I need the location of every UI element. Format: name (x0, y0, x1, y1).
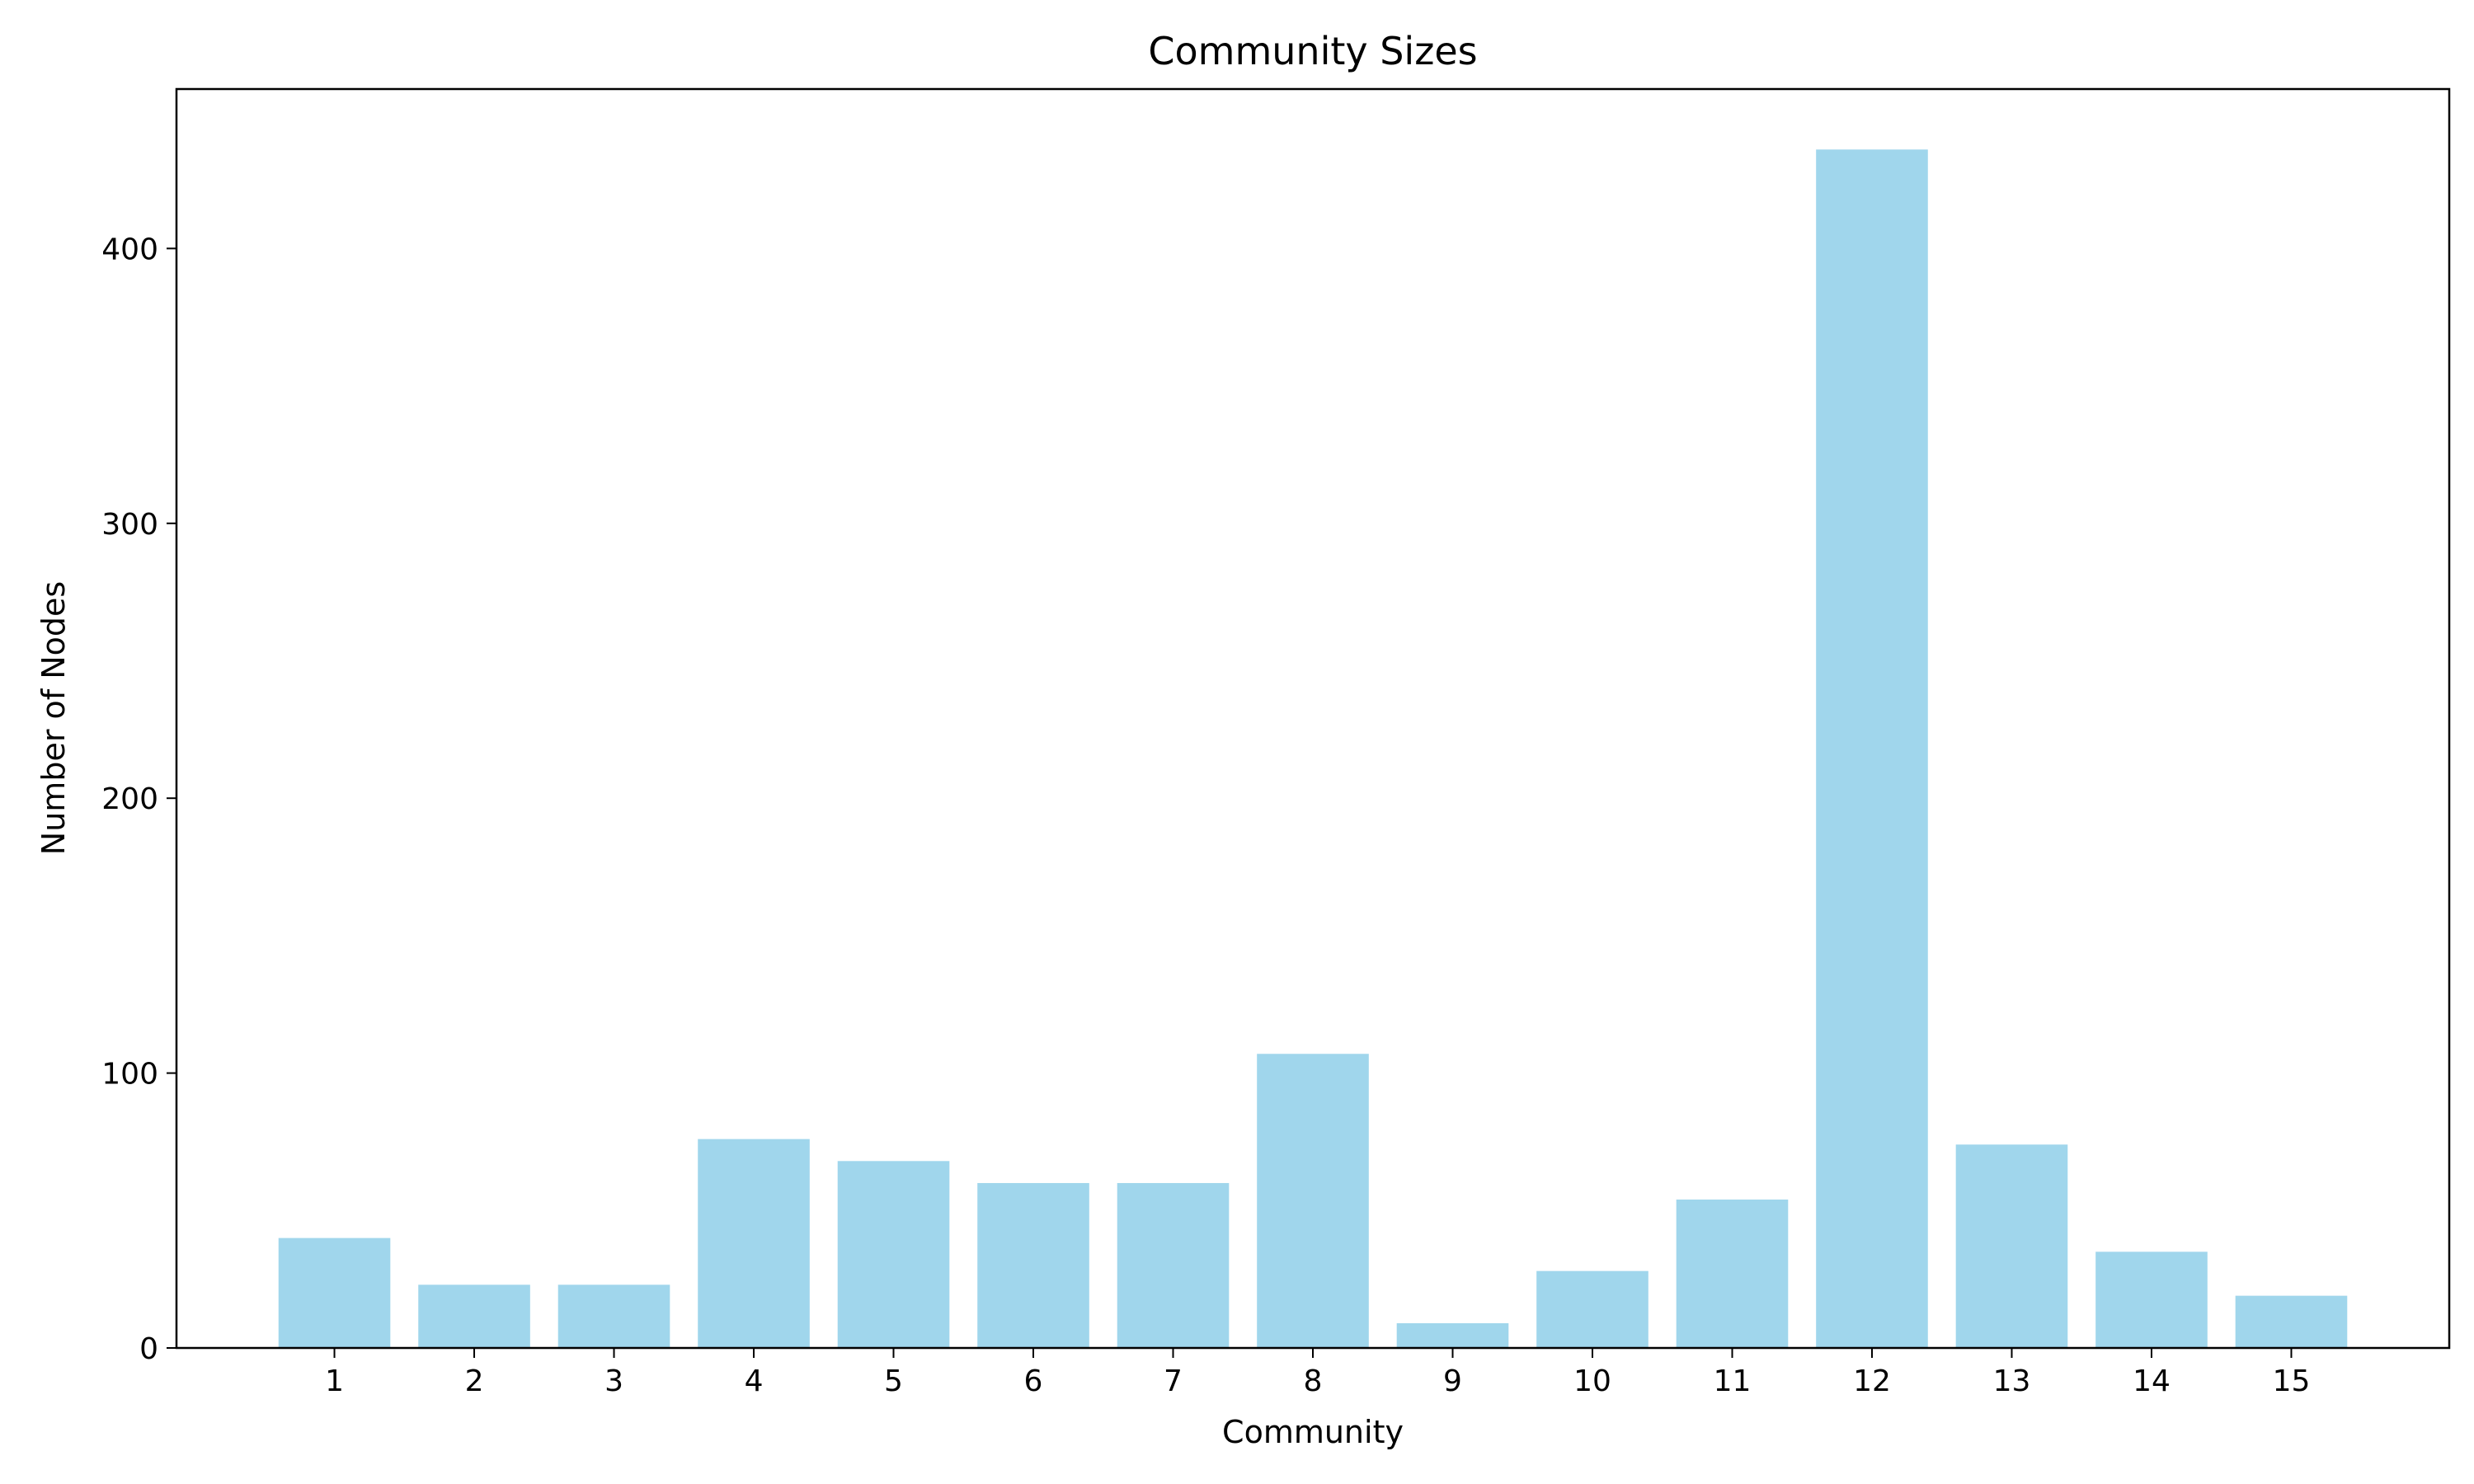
x-tick-label: 15 (2273, 1364, 2311, 1398)
bar-community-3 (557, 1284, 670, 1348)
y-tick-label: 300 (101, 508, 158, 542)
x-tick-label: 9 (1443, 1364, 1462, 1398)
y-tick-label: 100 (101, 1058, 158, 1092)
bar-community-2 (418, 1284, 530, 1348)
bar-community-6 (977, 1182, 1089, 1348)
bar-community-8 (1257, 1054, 1369, 1348)
x-tick-label: 6 (1024, 1364, 1043, 1398)
y-tick-label: 0 (139, 1332, 158, 1366)
chart-title: Community Sizes (1148, 29, 1477, 73)
x-tick-label: 5 (884, 1364, 903, 1398)
x-tick-label: 11 (1714, 1364, 1752, 1398)
bar-community-15 (2235, 1295, 2348, 1348)
y-tick-label: 200 (101, 782, 158, 816)
bars-group (278, 149, 2348, 1349)
x-tick-label: 4 (745, 1364, 764, 1398)
bar-community-7 (1117, 1182, 1230, 1348)
x-tick-label: 12 (1853, 1364, 1891, 1398)
bar-community-12 (1816, 149, 1928, 1349)
x-tick-label: 14 (2133, 1364, 2171, 1398)
x-tick-label: 7 (1164, 1364, 1183, 1398)
y-axis-label: Number of Nodes (35, 581, 72, 855)
bar-community-1 (278, 1237, 391, 1348)
bar-community-11 (1676, 1199, 1789, 1348)
y-axis-ticks: 0 100 200 300 400 (101, 232, 176, 1366)
bar-community-4 (698, 1139, 810, 1348)
x-tick-label: 8 (1304, 1364, 1323, 1398)
x-axis-ticks: 1 2 3 4 5 6 7 8 9 10 11 12 13 14 15 (325, 1348, 2310, 1398)
x-tick-label: 1 (325, 1364, 344, 1398)
x-tick-label: 2 (465, 1364, 484, 1398)
x-tick-label: 3 (604, 1364, 623, 1398)
bar-community-14 (2095, 1252, 2208, 1348)
bar-community-13 (1955, 1144, 2068, 1348)
x-tick-label: 10 (1573, 1364, 1611, 1398)
y-tick-label: 400 (101, 232, 158, 266)
bar-community-10 (1536, 1270, 1649, 1348)
bar-community-9 (1396, 1322, 1509, 1348)
x-tick-label: 13 (1993, 1364, 2031, 1398)
x-axis-label: Community (1222, 1414, 1404, 1450)
bar-community-5 (837, 1161, 950, 1348)
